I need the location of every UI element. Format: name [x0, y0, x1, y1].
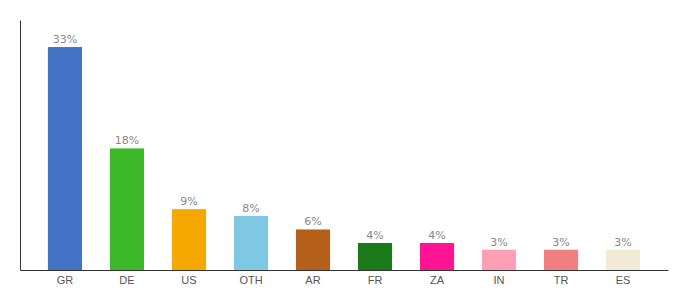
data-label: 18% [115, 134, 139, 147]
x-tick: GR [57, 270, 74, 286]
bar [358, 243, 392, 270]
bar [544, 250, 578, 270]
x-tick: ZA [430, 270, 445, 286]
bar [420, 243, 454, 270]
plot: GRDEUSOTHARFRZAINTRES33%18%9%8%6%4%4%3%3… [21, 21, 669, 286]
bar [234, 216, 268, 270]
x-axis: GR DE US OTH AR FR ZA IN TR ES [21, 270, 669, 286]
data-label: 3% [552, 236, 569, 249]
bar [48, 47, 82, 270]
bar [110, 148, 144, 270]
x-tick-label: ZA [430, 274, 445, 286]
y-axis [20, 21, 21, 271]
x-tick-label: AR [305, 274, 320, 286]
x-tick: ES [616, 270, 631, 286]
x-tick: DE [119, 270, 134, 286]
bars [48, 47, 640, 270]
x-tick: OTH [239, 270, 262, 286]
bar [296, 229, 330, 270]
x-tick: US [181, 270, 196, 286]
data-label: 33% [53, 33, 77, 46]
x-tick-label: IN [494, 274, 505, 286]
x-tick: IN [494, 270, 505, 286]
data-label: 3% [614, 236, 631, 249]
bar [606, 250, 640, 270]
x-tick-label: US [181, 274, 196, 286]
data-label: 9% [180, 195, 197, 208]
data-label: 6% [304, 215, 321, 228]
data-label: 4% [428, 229, 445, 242]
x-tick: TR [554, 270, 569, 286]
x-tick-label: ES [616, 274, 631, 286]
data-label: 8% [242, 202, 259, 215]
x-tick-label: GR [57, 274, 74, 286]
data-labels: 33% 18% 9% 8% 6% 4% 4% 3% 3% 3% [53, 33, 632, 249]
x-tick-label: TR [554, 274, 569, 286]
x-axis-line [21, 270, 669, 271]
y-axis-line [20, 21, 21, 271]
x-tick-label: FR [368, 274, 383, 286]
bar [172, 209, 206, 270]
x-tick-label: OTH [239, 274, 262, 286]
data-label: 3% [490, 236, 507, 249]
x-tick: FR [368, 270, 383, 286]
data-label: 4% [366, 229, 383, 242]
chart: GRDEUSOTHARFRZAINTRES33%18%9%8%6%4%4%3%3… [0, 0, 680, 300]
x-tick: AR [305, 270, 320, 286]
bar [482, 250, 516, 270]
x-tick-label: DE [119, 274, 134, 286]
